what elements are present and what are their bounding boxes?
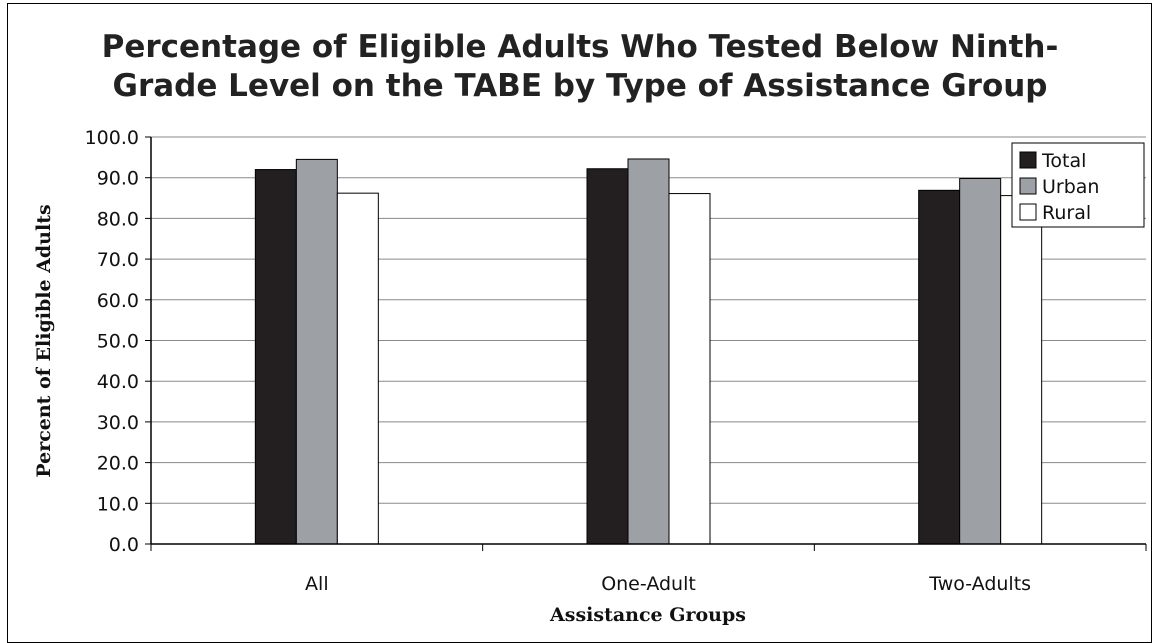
- x-category-label: Two-Adults: [928, 573, 1031, 595]
- y-tick-label: 80.0: [97, 208, 139, 230]
- x-category-labels: All One-Adult Two-Adults: [305, 573, 1031, 595]
- y-tick-labels: 0.0 10.0 20.0 30.0 40.0 50.0 60.0 70.0 80.0 90.0 1…: [85, 127, 139, 556]
- y-tick-label: 10.0: [97, 493, 139, 515]
- legend: Total Urban Rural: [1011, 142, 1145, 228]
- legend-swatch-rural: [1019, 203, 1037, 221]
- y-tick-label: 30.0: [97, 412, 139, 434]
- axes: [150, 137, 1147, 551]
- bars: [254, 158, 1043, 545]
- y-tick-label: 20.0: [97, 453, 139, 475]
- chart-title-line-1: Percentage of Eligible Adults Who Tested…: [102, 29, 1059, 65]
- legend-label-total: Total: [1041, 150, 1086, 172]
- y-tick-label: 0.0: [109, 534, 139, 556]
- bar-urban-all: [295, 158, 338, 545]
- y-tick-label: 40.0: [97, 371, 139, 393]
- bar-total-all: [254, 169, 297, 545]
- chart-title-line-2: Grade Level on the TABE by Type of Assis…: [113, 68, 1048, 104]
- bar-rural-two-adults: [1000, 195, 1043, 545]
- x-axis-title: Assistance Groups: [549, 604, 746, 626]
- bar-chart: Percentage of Eligible Adults Who Tested…: [33, 29, 1147, 626]
- bar-total-two-adults: [918, 189, 961, 545]
- bar-rural-all: [336, 192, 379, 545]
- y-tick-label: 60.0: [97, 290, 139, 312]
- legend-label-urban: Urban: [1042, 176, 1099, 198]
- bar-total-one-adult: [586, 168, 629, 545]
- y-tick-label: 90.0: [97, 168, 139, 190]
- legend-label-rural: Rural: [1042, 202, 1091, 224]
- x-category-label: One-Adult: [601, 573, 696, 595]
- x-category-label: All: [305, 573, 329, 595]
- bar-rural-one-adult: [668, 193, 711, 545]
- legend-swatch-urban: [1019, 177, 1037, 195]
- legend-swatch-total: [1019, 151, 1037, 169]
- chart-title: Percentage of Eligible Adults Who Tested…: [102, 29, 1059, 104]
- y-tick-label: 100.0: [85, 127, 139, 149]
- y-tick-label: 50.0: [97, 331, 139, 353]
- bar-urban-two-adults: [959, 178, 1002, 545]
- bar-urban-one-adult: [627, 158, 670, 545]
- y-axis-title: Percent of Eligible Adults: [33, 204, 55, 477]
- y-tick-label: 70.0: [97, 249, 139, 271]
